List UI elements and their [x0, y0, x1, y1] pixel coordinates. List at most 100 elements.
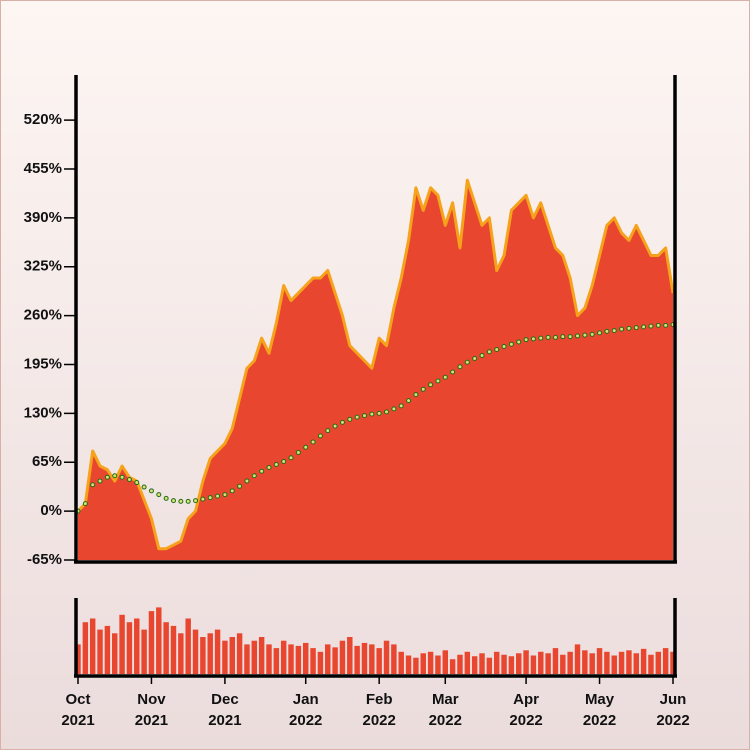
volume-bar — [273, 648, 280, 674]
volume-bar — [163, 622, 169, 674]
ma-dot — [207, 495, 213, 501]
ma-dot — [406, 398, 412, 404]
y-tick-label: -65% — [27, 551, 62, 568]
ma-dot — [126, 477, 132, 483]
volume-bar — [97, 629, 103, 674]
volume-bar — [332, 647, 338, 674]
ma-dot — [156, 492, 162, 498]
volume-bar — [185, 618, 191, 674]
volume-bar — [640, 648, 647, 674]
ma-dot — [354, 414, 360, 420]
volume-bar — [104, 625, 111, 674]
ma-dot — [325, 428, 331, 434]
volume-bar — [126, 622, 133, 674]
ma-dot — [597, 330, 603, 336]
ma-dot — [303, 444, 309, 450]
volume-bar — [567, 651, 573, 674]
ma-dot — [251, 473, 257, 479]
volume-bar — [325, 644, 331, 674]
y-tick-label: 0% — [40, 502, 62, 519]
ma-dot — [486, 349, 492, 355]
ma-dot — [200, 496, 206, 502]
volume-bar — [244, 644, 250, 674]
ma-dot — [229, 488, 235, 494]
volume-bar — [626, 650, 632, 674]
ma-dot — [428, 382, 434, 388]
ma-dot — [567, 334, 573, 340]
ma-dot — [384, 409, 390, 415]
ma-dot — [575, 333, 581, 339]
ma-dot — [391, 406, 397, 412]
volume-bar — [89, 618, 96, 674]
x-tick-label: Oct 2021 — [61, 691, 94, 729]
ma-dot — [288, 455, 294, 461]
volume-bar — [493, 651, 500, 674]
ma-dot — [501, 343, 507, 349]
volume-bar — [508, 656, 515, 674]
y-tick-label: 520% — [24, 111, 62, 128]
volume-bar — [464, 651, 471, 674]
x-tick-label: May 2022 — [583, 691, 616, 729]
ma-dot — [663, 322, 669, 328]
x-tick-label: Apr 2022 — [509, 691, 542, 729]
ma-dot — [215, 493, 221, 499]
volume-bar — [574, 644, 581, 674]
volume-bar — [560, 654, 566, 674]
volume-bar — [354, 645, 360, 674]
volume-bar — [302, 642, 309, 674]
ma-dot — [332, 423, 338, 429]
ma-dot — [398, 403, 404, 409]
ma-dot — [347, 416, 353, 422]
ma-dot — [545, 334, 551, 340]
volume-bar — [112, 633, 118, 674]
volume-bar — [457, 654, 463, 674]
ma-dot — [369, 411, 375, 417]
volume-bar — [530, 655, 537, 674]
x-tick-label: Jun 2022 — [656, 691, 689, 729]
volume-bar — [236, 633, 243, 674]
volume-bar — [471, 656, 478, 674]
volume-bar — [449, 659, 456, 674]
ma-dot — [185, 498, 191, 504]
volume-bar — [134, 618, 140, 674]
x-tick-label: Nov 2021 — [135, 691, 168, 729]
ma-dot — [119, 474, 125, 480]
volume-bar — [376, 648, 382, 674]
volume-bar — [552, 648, 559, 674]
ma-dot — [450, 369, 456, 375]
area — [78, 180, 673, 561]
y-tick-label: 260% — [24, 307, 62, 324]
ma-dot — [479, 352, 485, 358]
y-tick-label: 65% — [32, 453, 62, 470]
ma-dot — [472, 355, 478, 361]
volume-bar — [655, 651, 662, 674]
volume-bar — [361, 642, 368, 674]
volume-bar — [75, 644, 81, 674]
x-tick-label: Feb 2022 — [362, 691, 395, 729]
volume-bar — [405, 655, 412, 674]
volume-bar — [442, 650, 449, 674]
ma-dot — [494, 346, 500, 352]
ma-dot — [464, 359, 470, 365]
volume-bar — [295, 645, 302, 674]
volume-bar — [391, 644, 397, 674]
volume-bar — [141, 629, 147, 674]
ma-dot — [148, 488, 154, 494]
volume-bar — [582, 650, 588, 674]
ma-dot — [82, 501, 88, 507]
ma-dot — [420, 386, 426, 392]
ma-dot — [655, 322, 661, 328]
ma-dot — [413, 392, 419, 398]
volume-bar — [207, 633, 213, 674]
volume-bar — [178, 633, 184, 674]
ma-dot — [508, 341, 514, 347]
ma-dot — [604, 328, 610, 334]
ma-dot — [530, 336, 536, 342]
ma-dot — [193, 498, 199, 504]
ma-dot — [266, 465, 272, 471]
volume-bar — [369, 644, 375, 674]
volume-bar — [633, 653, 639, 674]
volume-bar — [347, 637, 353, 674]
ma-dot — [112, 473, 118, 479]
